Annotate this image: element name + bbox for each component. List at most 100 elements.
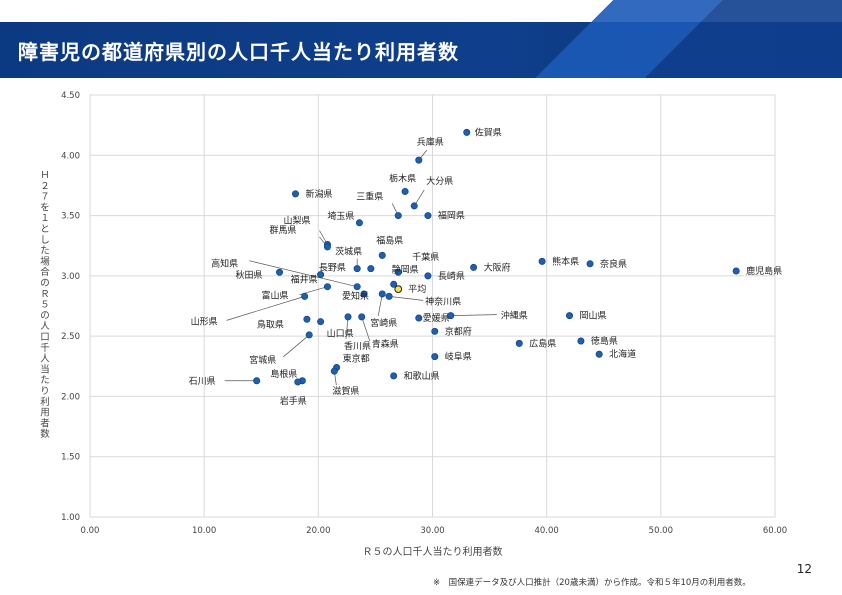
point-label: 宮城県 (249, 354, 276, 366)
x-tick-label: 30.00 (420, 526, 444, 536)
data-point (595, 350, 603, 358)
y-tick-label: 2.00 (61, 392, 80, 402)
point-label: 山梨県 (283, 215, 310, 227)
data-point (367, 265, 375, 273)
data-point (732, 267, 740, 275)
header: 障害児の都道府県別の人口千人当たり利用者数 (0, 0, 842, 78)
point-label: 和歌山県 (404, 370, 440, 382)
data-point (276, 268, 284, 276)
y-axis-label-char: り (40, 386, 50, 397)
data-point (378, 251, 386, 259)
leader-line (345, 316, 349, 339)
y-axis-label-char: 者 (40, 418, 50, 429)
y-axis-label-char: １ (40, 213, 50, 224)
x-tick-label: 40.00 (534, 526, 558, 536)
data-point (385, 292, 393, 300)
point-label: 東京都 (343, 352, 370, 364)
data-point (447, 312, 455, 320)
y-tick-label: 1.50 (61, 453, 80, 463)
point-label: 山形県 (191, 315, 218, 327)
point-label: 大分県 (426, 175, 453, 187)
y-axis-label-char: と (40, 224, 50, 235)
point-label: 栃木県 (389, 172, 416, 184)
average-point (394, 285, 403, 294)
data-point (538, 257, 546, 265)
point-label: 岡山県 (580, 311, 607, 322)
point-label: 平均 (408, 283, 426, 295)
y-axis-label-char: ５ (40, 300, 50, 311)
x-axis-label: Ｒ５の人口千人当たり利用者数 (363, 545, 503, 558)
y-axis-label-char: 口 (40, 332, 50, 343)
data-point (301, 292, 309, 300)
data-point (463, 128, 471, 136)
point-label: 福井県 (291, 274, 318, 286)
point-label: 秋田県 (236, 269, 263, 281)
data-point (431, 353, 439, 361)
data-point (410, 202, 418, 210)
y-axis-label-char: 数 (40, 428, 50, 440)
y-tick-label: 1.00 (61, 513, 80, 523)
data-point (390, 372, 398, 380)
x-tick-label: 50.00 (649, 526, 673, 536)
data-point (424, 212, 432, 220)
data-point (323, 283, 331, 291)
point-label: 大阪府 (484, 261, 511, 273)
point-label: 広島県 (529, 337, 556, 349)
point-label: 宮崎県 (370, 317, 397, 329)
y-axis-label-char: た (40, 375, 50, 386)
point-label: 高知県 (211, 258, 238, 270)
point-label: 群馬県 (269, 224, 296, 236)
y-axis-label-char: 利 (40, 396, 50, 408)
data-point (586, 260, 594, 268)
data-point (515, 339, 523, 347)
data-point (360, 290, 368, 298)
x-tick-label: 0.00 (81, 526, 100, 536)
point-label: 北海道 (609, 348, 636, 360)
point-label: 沖縄県 (501, 310, 528, 322)
data-point (330, 367, 338, 375)
leader-line (389, 296, 424, 301)
point-label: 千葉県 (412, 251, 439, 263)
y-axis-label-char: を (40, 202, 50, 213)
point-label: 滋賀県 (332, 385, 359, 397)
data-point (394, 212, 402, 220)
point-label: 香川県 (344, 341, 371, 352)
y-axis-label-char: 人 (40, 354, 50, 365)
point-label: 青森県 (372, 338, 399, 350)
point-label: 鳥取県 (257, 318, 284, 330)
page-number: 12 (796, 562, 812, 576)
y-tick-label: 3.00 (61, 272, 80, 282)
point-label: 愛媛県 (423, 312, 450, 324)
y-tick-label: 4.00 (61, 151, 80, 161)
data-point (317, 271, 325, 279)
point-label: 徳島県 (591, 335, 618, 347)
point-label: 熊本県 (552, 255, 579, 267)
data-point (294, 378, 302, 386)
data-point (353, 283, 361, 291)
data-point (353, 265, 361, 273)
data-point (355, 219, 363, 227)
y-axis-label-char: 用 (40, 408, 50, 419)
data-point (470, 263, 478, 271)
point-label: 長崎県 (438, 270, 465, 282)
data-point (431, 327, 439, 335)
x-tick-label: 60.00 (763, 526, 787, 536)
data-point (378, 290, 386, 298)
data-point (291, 190, 299, 198)
point-label: 島根県 (270, 368, 297, 380)
data-point (415, 156, 423, 164)
point-label: 岐阜県 (445, 351, 472, 363)
data-point (358, 313, 366, 321)
point-label: 富山県 (261, 290, 288, 302)
y-axis-label-char: 合 (40, 266, 50, 278)
y-tick-label: 3.50 (61, 212, 80, 222)
data-point (253, 377, 261, 385)
data-point (415, 314, 423, 322)
y-axis-label-char: の (40, 310, 50, 321)
leader-line (450, 314, 497, 316)
y-axis-label-char: し (40, 235, 50, 246)
x-tick-label: 20.00 (306, 526, 330, 536)
y-tick-label: 4.50 (61, 91, 80, 101)
